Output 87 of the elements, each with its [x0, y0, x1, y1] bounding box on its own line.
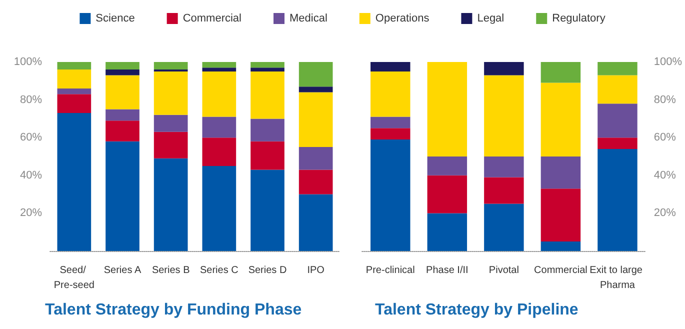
legend-label: Regulatory: [552, 12, 606, 24]
bar: [106, 75, 140, 110]
bar: [154, 132, 188, 158]
bar: [598, 62, 638, 76]
bar: [298, 170, 333, 194]
bar: [598, 75, 638, 104]
y-tick-label: 20%: [654, 207, 676, 220]
bar: [250, 170, 284, 251]
y-tick-label: 60%: [20, 132, 42, 144]
bar: [106, 120, 140, 142]
bar: [427, 62, 468, 156]
bar: [250, 62, 284, 68]
bar: [154, 62, 188, 70]
legend-label: Commercial: [182, 12, 242, 24]
x-tick-label: Commercial: [534, 265, 588, 276]
x-tick-label: Series B: [152, 265, 190, 276]
bar: [370, 62, 410, 72]
bar: [484, 177, 524, 204]
bar: [154, 71, 188, 115]
bar: [540, 156, 581, 189]
bar: [106, 62, 140, 70]
bar: [298, 194, 333, 251]
y-tick-label: 40%: [20, 169, 42, 182]
bar: [57, 113, 92, 251]
bar: [298, 62, 333, 87]
bar: [484, 75, 524, 156]
x-tick-label: Series D: [248, 265, 287, 276]
bar: [202, 166, 236, 251]
y-tick-label: 100%: [654, 56, 682, 68]
x-tick-label: Pivotal: [488, 265, 519, 276]
bar: [540, 82, 581, 156]
bar: [154, 114, 188, 132]
legend-label: Legal: [477, 12, 504, 24]
bar: [427, 213, 468, 251]
legend-label: Science: [96, 12, 135, 24]
bar: [427, 175, 468, 214]
bar: [298, 92, 333, 148]
bar: [250, 141, 284, 170]
bar: [370, 139, 410, 251]
bar: [598, 148, 638, 251]
bar: [484, 62, 524, 76]
legend-label: Operations: [375, 12, 430, 24]
bar: [598, 104, 638, 138]
y-tick-label: 40%: [654, 169, 676, 182]
x-tick-label: Series A: [104, 265, 142, 276]
bar: [427, 156, 468, 176]
bar: [106, 70, 140, 76]
y-tick-label: 100%: [14, 56, 42, 68]
bar: [154, 158, 188, 251]
x-tick-label: IPO: [307, 265, 325, 276]
y-tick-label: 80%: [654, 94, 676, 106]
x-tick-label: Seed/ Pre-seed: [54, 265, 94, 291]
x-tick-label: Exit to large Pharma: [590, 265, 646, 291]
legend-label: Medical: [289, 12, 328, 24]
x-tick-label: Pre-clinical: [366, 265, 415, 276]
bar: [57, 88, 92, 94]
y-tick-label: 60%: [654, 132, 676, 144]
bar: [370, 128, 410, 140]
bar: [484, 156, 524, 178]
y-tick-label: 20%: [20, 207, 42, 220]
bar: [598, 138, 638, 149]
bar: [106, 141, 140, 251]
bar: [57, 70, 92, 88]
bar: [250, 71, 284, 119]
bar: [202, 116, 236, 138]
y-tick-label: 80%: [20, 94, 42, 106]
text: Talent Strategy by Pipeline: [375, 302, 578, 318]
bar: [250, 118, 284, 142]
bar: [57, 62, 92, 70]
bar: [540, 242, 581, 251]
bar: [202, 62, 236, 68]
bar: [250, 68, 284, 72]
bar: [484, 204, 524, 251]
text: Talent Strategy by Funding Phase: [45, 302, 302, 318]
bar: [202, 71, 236, 117]
bar: [540, 62, 581, 83]
bar: [57, 94, 92, 114]
x-tick-label: Series C: [200, 265, 238, 276]
bar: [370, 116, 410, 128]
bar: [202, 68, 236, 72]
bar: [202, 138, 236, 166]
bar: [298, 86, 333, 92]
x-tick-label: Phase I/II: [426, 265, 468, 276]
bar: [298, 147, 333, 170]
bar: [106, 109, 140, 121]
bar: [370, 71, 410, 117]
bar: [540, 188, 581, 242]
